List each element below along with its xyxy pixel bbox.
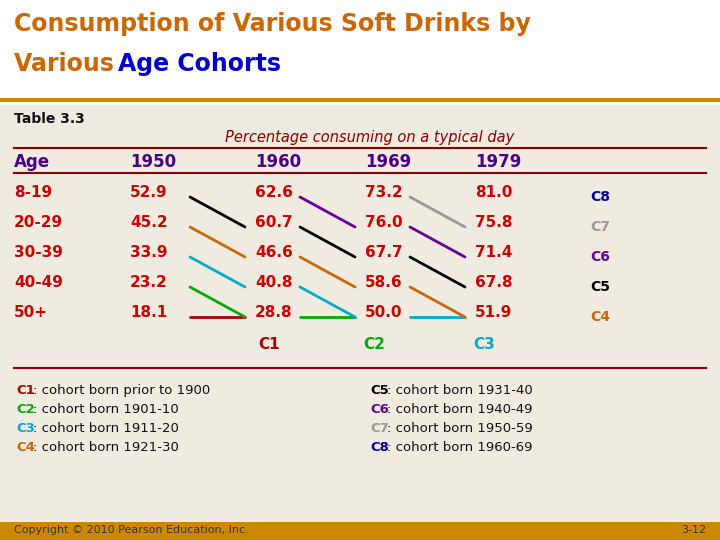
Text: C4: C4 [590,310,610,324]
Text: 1960: 1960 [255,153,301,171]
Text: 67.7: 67.7 [365,245,402,260]
Text: : cohort born prior to 1900: : cohort born prior to 1900 [33,384,210,397]
Text: 1950: 1950 [130,153,176,171]
Text: C5: C5 [370,384,389,397]
Text: 50.0: 50.0 [365,305,402,320]
Text: 40.8: 40.8 [255,275,292,290]
Text: C4: C4 [16,441,35,454]
Text: C8: C8 [370,441,389,454]
Text: : cohort born 1901-10: : cohort born 1901-10 [33,403,179,416]
Text: C7: C7 [590,220,610,234]
Bar [0,522,720,540]
Text: : cohort born 1960-69: : cohort born 1960-69 [387,441,533,454]
Text: C7: C7 [370,422,389,435]
Text: 1969: 1969 [365,153,411,171]
Text: 20-29: 20-29 [14,215,63,230]
Text: 8-19: 8-19 [14,185,52,200]
Text: 40-49: 40-49 [14,275,63,290]
Text: 75.8: 75.8 [475,215,513,230]
Text: Age Cohorts: Age Cohorts [118,52,281,76]
Text: 71.4: 71.4 [475,245,513,260]
Text: 58.6: 58.6 [365,275,402,290]
Text: 52.9: 52.9 [130,185,168,200]
Text: 60.7: 60.7 [255,215,292,230]
Text: Table 3.3: Table 3.3 [14,112,85,126]
Text: C3: C3 [473,337,495,352]
Text: 51.9: 51.9 [475,305,513,320]
Text: : cohort born 1911-20: : cohort born 1911-20 [33,422,179,435]
Text: C5: C5 [590,280,610,294]
Text: 18.1: 18.1 [130,305,167,320]
Text: 67.8: 67.8 [475,275,513,290]
Text: 33.9: 33.9 [130,245,168,260]
Text: 62.6: 62.6 [255,185,293,200]
Text: 73.2: 73.2 [365,185,402,200]
Text: 28.8: 28.8 [255,305,292,320]
Text: : cohort born 1950-59: : cohort born 1950-59 [387,422,533,435]
Text: : cohort born 1940-49: : cohort born 1940-49 [387,403,533,416]
Text: Age: Age [14,153,50,171]
Text: C8: C8 [590,190,610,204]
Text: 3-12: 3-12 [681,525,706,535]
Text: C2: C2 [16,403,35,416]
Text: C3: C3 [16,422,35,435]
Text: C1: C1 [258,337,279,352]
Text: C6: C6 [590,250,610,264]
Text: 46.6: 46.6 [255,245,293,260]
Text: Copyright © 2010 Pearson Education, Inc.: Copyright © 2010 Pearson Education, Inc. [14,525,248,535]
Text: C1: C1 [16,384,35,397]
Bar [0,0,720,105]
Text: C2: C2 [363,337,385,352]
Text: 81.0: 81.0 [475,185,513,200]
Text: C6: C6 [370,403,389,416]
Text: 30-39: 30-39 [14,245,63,260]
Text: 23.2: 23.2 [130,275,168,290]
Text: : cohort born 1921-30: : cohort born 1921-30 [33,441,179,454]
Text: 76.0: 76.0 [365,215,402,230]
Text: Percentage consuming on a typical day: Percentage consuming on a typical day [225,130,515,145]
Text: : cohort born 1931-40: : cohort born 1931-40 [387,384,533,397]
Text: 1979: 1979 [475,153,521,171]
Text: Consumption of Various Soft Drinks by: Consumption of Various Soft Drinks by [14,12,531,36]
Text: 50+: 50+ [14,305,48,320]
Text: Various: Various [14,52,122,76]
Text: 45.2: 45.2 [130,215,168,230]
